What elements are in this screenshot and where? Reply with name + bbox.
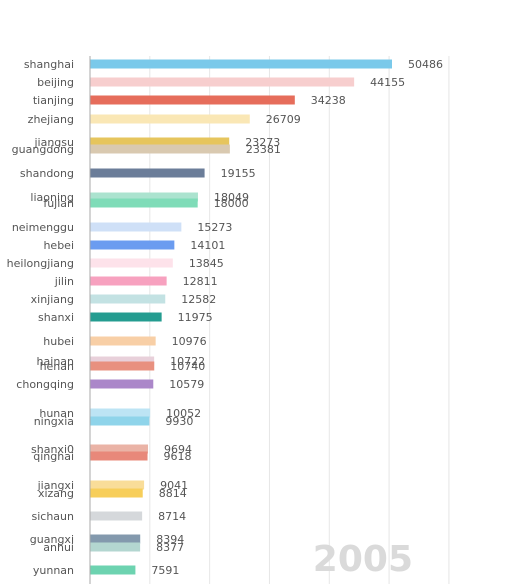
category-label: neimenggu: [12, 221, 74, 234]
value-label: 9930: [165, 415, 193, 428]
value-label: 18049: [214, 191, 249, 204]
value-label: 18000: [214, 197, 249, 210]
category-label: chongqing: [16, 378, 74, 391]
bar-shanxi0: [90, 444, 148, 454]
value-label: 8814: [159, 487, 187, 500]
bar-qinghai: [90, 451, 148, 461]
category-label: guangdong: [12, 143, 74, 156]
category-label: hebei: [43, 239, 74, 252]
category-label: fujian: [43, 197, 74, 210]
bar-hainan: [90, 356, 155, 366]
category-label: liaoning: [30, 191, 74, 204]
value-label: 8394: [156, 533, 184, 546]
category-labels: shanghaibeijingtianjingzhejiangjiangsugu…: [7, 58, 74, 577]
category-label: shanxi0: [31, 443, 74, 456]
category-label: tianjing: [33, 94, 74, 107]
bar-guangdong: [90, 144, 230, 154]
bar-guangxi: [90, 534, 141, 544]
category-label: ningxia: [34, 415, 74, 428]
value-label: 23273: [245, 136, 280, 149]
bar-tianjing: [90, 95, 295, 105]
bar-beijing: [90, 77, 355, 87]
bar-heilongjiang: [90, 258, 173, 268]
bar-liaoning: [90, 192, 198, 202]
category-label: heilongjiang: [7, 257, 74, 270]
bars-group: [90, 59, 392, 575]
bar-jiangsu: [90, 137, 230, 147]
bar-henan: [90, 361, 155, 371]
value-label: 9618: [164, 450, 192, 463]
bar-fujian: [90, 198, 198, 208]
year-label: 2005: [313, 539, 413, 580]
bar-anhui: [90, 542, 141, 552]
bar-shanghai: [90, 59, 392, 69]
bar-xinjiang: [90, 294, 166, 304]
value-label: 9694: [164, 443, 192, 456]
bar-hunan: [90, 408, 151, 418]
category-label: xinjiang: [31, 293, 74, 306]
value-label: 11975: [178, 311, 213, 324]
value-label: 14101: [190, 239, 225, 252]
category-label: beijing: [37, 76, 74, 89]
category-label: jilin: [54, 275, 74, 288]
bar-shandong: [90, 168, 205, 178]
value-label: 26709: [266, 113, 301, 126]
value-label: 10740: [170, 360, 205, 373]
category-label: guangxi: [30, 533, 74, 546]
value-label: 7591: [151, 564, 179, 577]
bar-chongqing: [90, 379, 154, 389]
bar-sichaun: [90, 511, 143, 521]
bar-yunnan: [90, 565, 136, 575]
bar-hubei: [90, 336, 156, 346]
category-label: jiangxi: [37, 479, 74, 492]
value-label: 10579: [169, 378, 204, 391]
value-label: 34238: [311, 94, 346, 107]
bar-neimenggu: [90, 222, 182, 232]
value-label: 44155: [370, 76, 405, 89]
value-label: 10976: [172, 335, 207, 348]
value-label: 10052: [166, 407, 201, 420]
category-label: yunnan: [33, 564, 74, 577]
bar-xizang: [90, 488, 143, 498]
bar-hebei: [90, 240, 175, 250]
value-label: 19155: [221, 167, 256, 180]
category-label: shandong: [20, 167, 74, 180]
category-label: shanghai: [24, 58, 74, 71]
category-label: hubei: [43, 335, 74, 348]
category-label: shanxi: [38, 311, 74, 324]
category-label: hunan: [39, 407, 74, 420]
value-label: 13845: [189, 257, 224, 270]
category-label: henan: [40, 360, 74, 373]
value-label: 10722: [170, 355, 205, 368]
value-label: 12582: [181, 293, 216, 306]
category-label: sichaun: [32, 510, 75, 523]
category-label: zhejiang: [28, 113, 74, 126]
bar-ningxia: [90, 416, 150, 426]
value-label: 8377: [156, 541, 184, 554]
value-label: 15273: [197, 221, 232, 234]
category-label: qinghai: [33, 450, 74, 463]
value-label: 12811: [183, 275, 218, 288]
bar-jiangxi: [90, 480, 145, 490]
category-label: anhui: [43, 541, 74, 554]
value-label: 50486: [408, 58, 443, 71]
category-label: xizang: [38, 487, 74, 500]
category-label: jiangsu: [33, 136, 74, 149]
value-label: 9041: [160, 479, 188, 492]
value-label: 8714: [158, 510, 186, 523]
category-label: hainan: [37, 355, 74, 368]
bar-zhejiang: [90, 114, 250, 124]
value-label: 23381: [246, 143, 281, 156]
bar-shanxi: [90, 312, 162, 322]
bar-jilin: [90, 276, 167, 286]
